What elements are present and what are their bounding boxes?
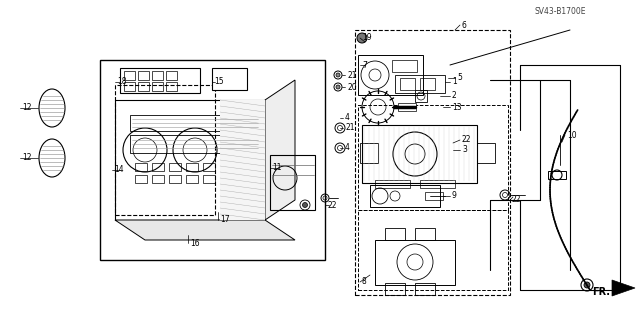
Bar (115, 85, 215, 215)
Text: 3: 3 (462, 145, 467, 154)
Bar (220, 100, 265, 220)
Bar (420, 78, 435, 90)
Bar (130, 115, 260, 131)
Polygon shape (115, 220, 295, 240)
Bar (212, 68, 247, 90)
Bar (358, 55, 423, 95)
Bar (395, 75, 445, 93)
Bar (270, 155, 315, 210)
Bar (375, 240, 455, 285)
Bar (355, 30, 510, 295)
Text: 15: 15 (214, 78, 223, 86)
Circle shape (581, 279, 593, 291)
Text: 2: 2 (452, 92, 457, 100)
Bar (138, 82, 149, 91)
Circle shape (303, 203, 307, 207)
Bar (420, 180, 455, 188)
Bar (375, 180, 410, 188)
Bar (152, 82, 163, 91)
Text: 9: 9 (452, 191, 457, 201)
Bar (152, 71, 163, 80)
Text: 18: 18 (117, 78, 127, 86)
Bar (100, 60, 325, 260)
Polygon shape (612, 280, 635, 296)
Text: 20: 20 (347, 83, 356, 92)
Bar (400, 78, 415, 90)
Bar (186, 175, 198, 183)
Bar (169, 175, 181, 183)
Bar (425, 192, 443, 200)
Text: 19: 19 (362, 33, 372, 42)
Bar (477, 143, 495, 163)
Text: FR.: FR. (592, 287, 610, 297)
Bar (358, 210, 508, 290)
Text: 7: 7 (362, 61, 367, 70)
Bar (124, 71, 135, 80)
Text: 6: 6 (462, 20, 467, 29)
Text: 10: 10 (567, 130, 577, 139)
Bar (385, 228, 405, 240)
Circle shape (336, 73, 340, 77)
Bar (152, 163, 164, 171)
Text: 12: 12 (22, 103, 31, 113)
Bar (415, 283, 435, 295)
Bar (124, 82, 135, 91)
Circle shape (584, 282, 590, 288)
Text: 4: 4 (345, 144, 350, 152)
Bar (392, 60, 417, 72)
Bar (166, 71, 177, 80)
Text: 22: 22 (512, 196, 522, 204)
Text: 1: 1 (452, 78, 457, 86)
Text: 8: 8 (362, 278, 367, 286)
Bar (115, 100, 265, 220)
Bar (130, 135, 260, 153)
Bar (203, 163, 215, 171)
Bar (120, 68, 200, 93)
Bar (548, 171, 566, 179)
Text: 21: 21 (345, 123, 355, 132)
Bar (362, 125, 477, 183)
Text: 14: 14 (114, 166, 124, 174)
Text: 22: 22 (462, 136, 472, 145)
Text: 5: 5 (457, 73, 462, 83)
Bar (360, 143, 378, 163)
Bar (358, 105, 508, 210)
Bar (415, 90, 427, 102)
Bar (169, 163, 181, 171)
Bar (166, 82, 177, 91)
Text: 13: 13 (452, 102, 461, 112)
Bar (385, 283, 405, 295)
Text: SV43-B1700E: SV43-B1700E (534, 8, 586, 17)
Bar (135, 175, 147, 183)
Text: 17: 17 (220, 216, 230, 225)
Text: 16: 16 (190, 239, 200, 248)
Text: 4: 4 (345, 114, 350, 122)
Polygon shape (265, 80, 295, 220)
Text: 22: 22 (327, 201, 337, 210)
Bar (138, 71, 149, 80)
Text: 21: 21 (347, 70, 356, 79)
Text: 11: 11 (272, 164, 282, 173)
Bar (398, 103, 416, 111)
Bar (135, 163, 147, 171)
Text: 12: 12 (22, 153, 31, 162)
Bar (152, 175, 164, 183)
Circle shape (357, 33, 367, 43)
Bar (415, 228, 435, 240)
Bar (370, 185, 440, 207)
Bar (203, 175, 215, 183)
Circle shape (336, 85, 340, 89)
Bar (186, 163, 198, 171)
